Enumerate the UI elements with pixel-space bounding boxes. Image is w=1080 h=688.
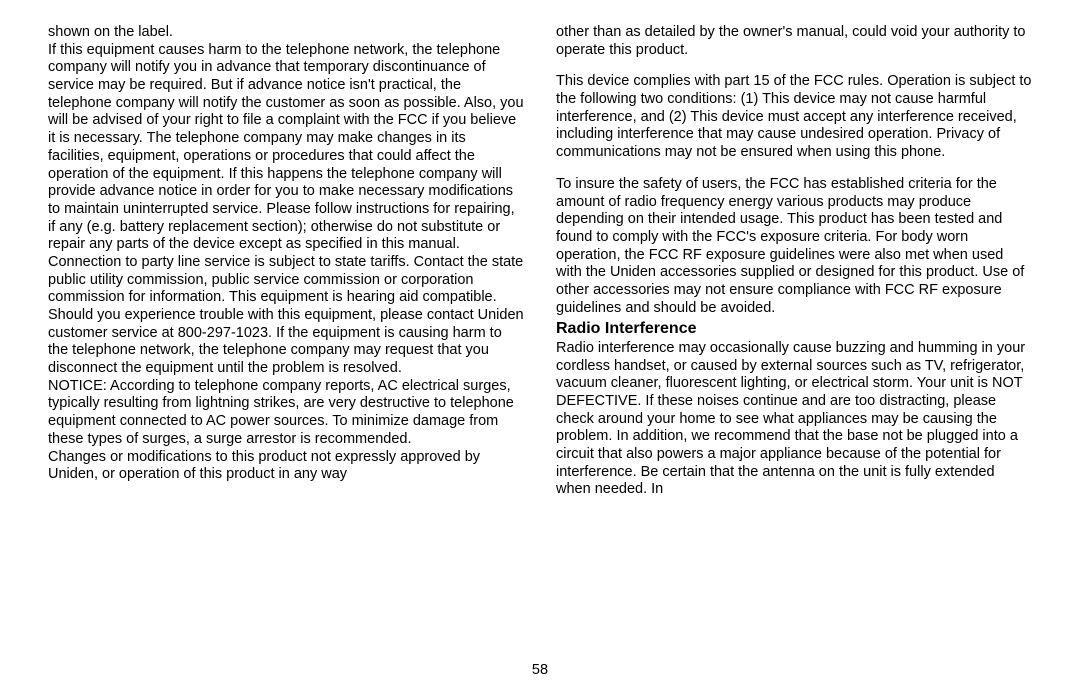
- left-column: shown on the label. If this equipment ca…: [48, 24, 524, 644]
- body-text: shown on the label.: [48, 24, 524, 42]
- spacer: [556, 162, 1032, 176]
- section-heading: Radio Interference: [556, 319, 1032, 339]
- spacer: [556, 59, 1032, 73]
- body-text: NOTICE: According to telephone company r…: [48, 378, 524, 449]
- page-number: 58: [0, 662, 1080, 678]
- body-text: other than as detailed by the owner's ma…: [556, 24, 1032, 59]
- body-text: This device complies with part 15 of the…: [556, 73, 1032, 161]
- body-text: Should you experience trouble with this …: [48, 307, 524, 378]
- body-text: Changes or modifications to this product…: [48, 449, 524, 484]
- body-text: Radio interference may occasionally caus…: [556, 340, 1032, 499]
- two-column-layout: shown on the label. If this equipment ca…: [48, 24, 1032, 644]
- body-text: To insure the safety of users, the FCC h…: [556, 176, 1032, 318]
- right-column: other than as detailed by the owner's ma…: [556, 24, 1032, 644]
- body-text: If this equipment causes harm to the tel…: [48, 42, 524, 307]
